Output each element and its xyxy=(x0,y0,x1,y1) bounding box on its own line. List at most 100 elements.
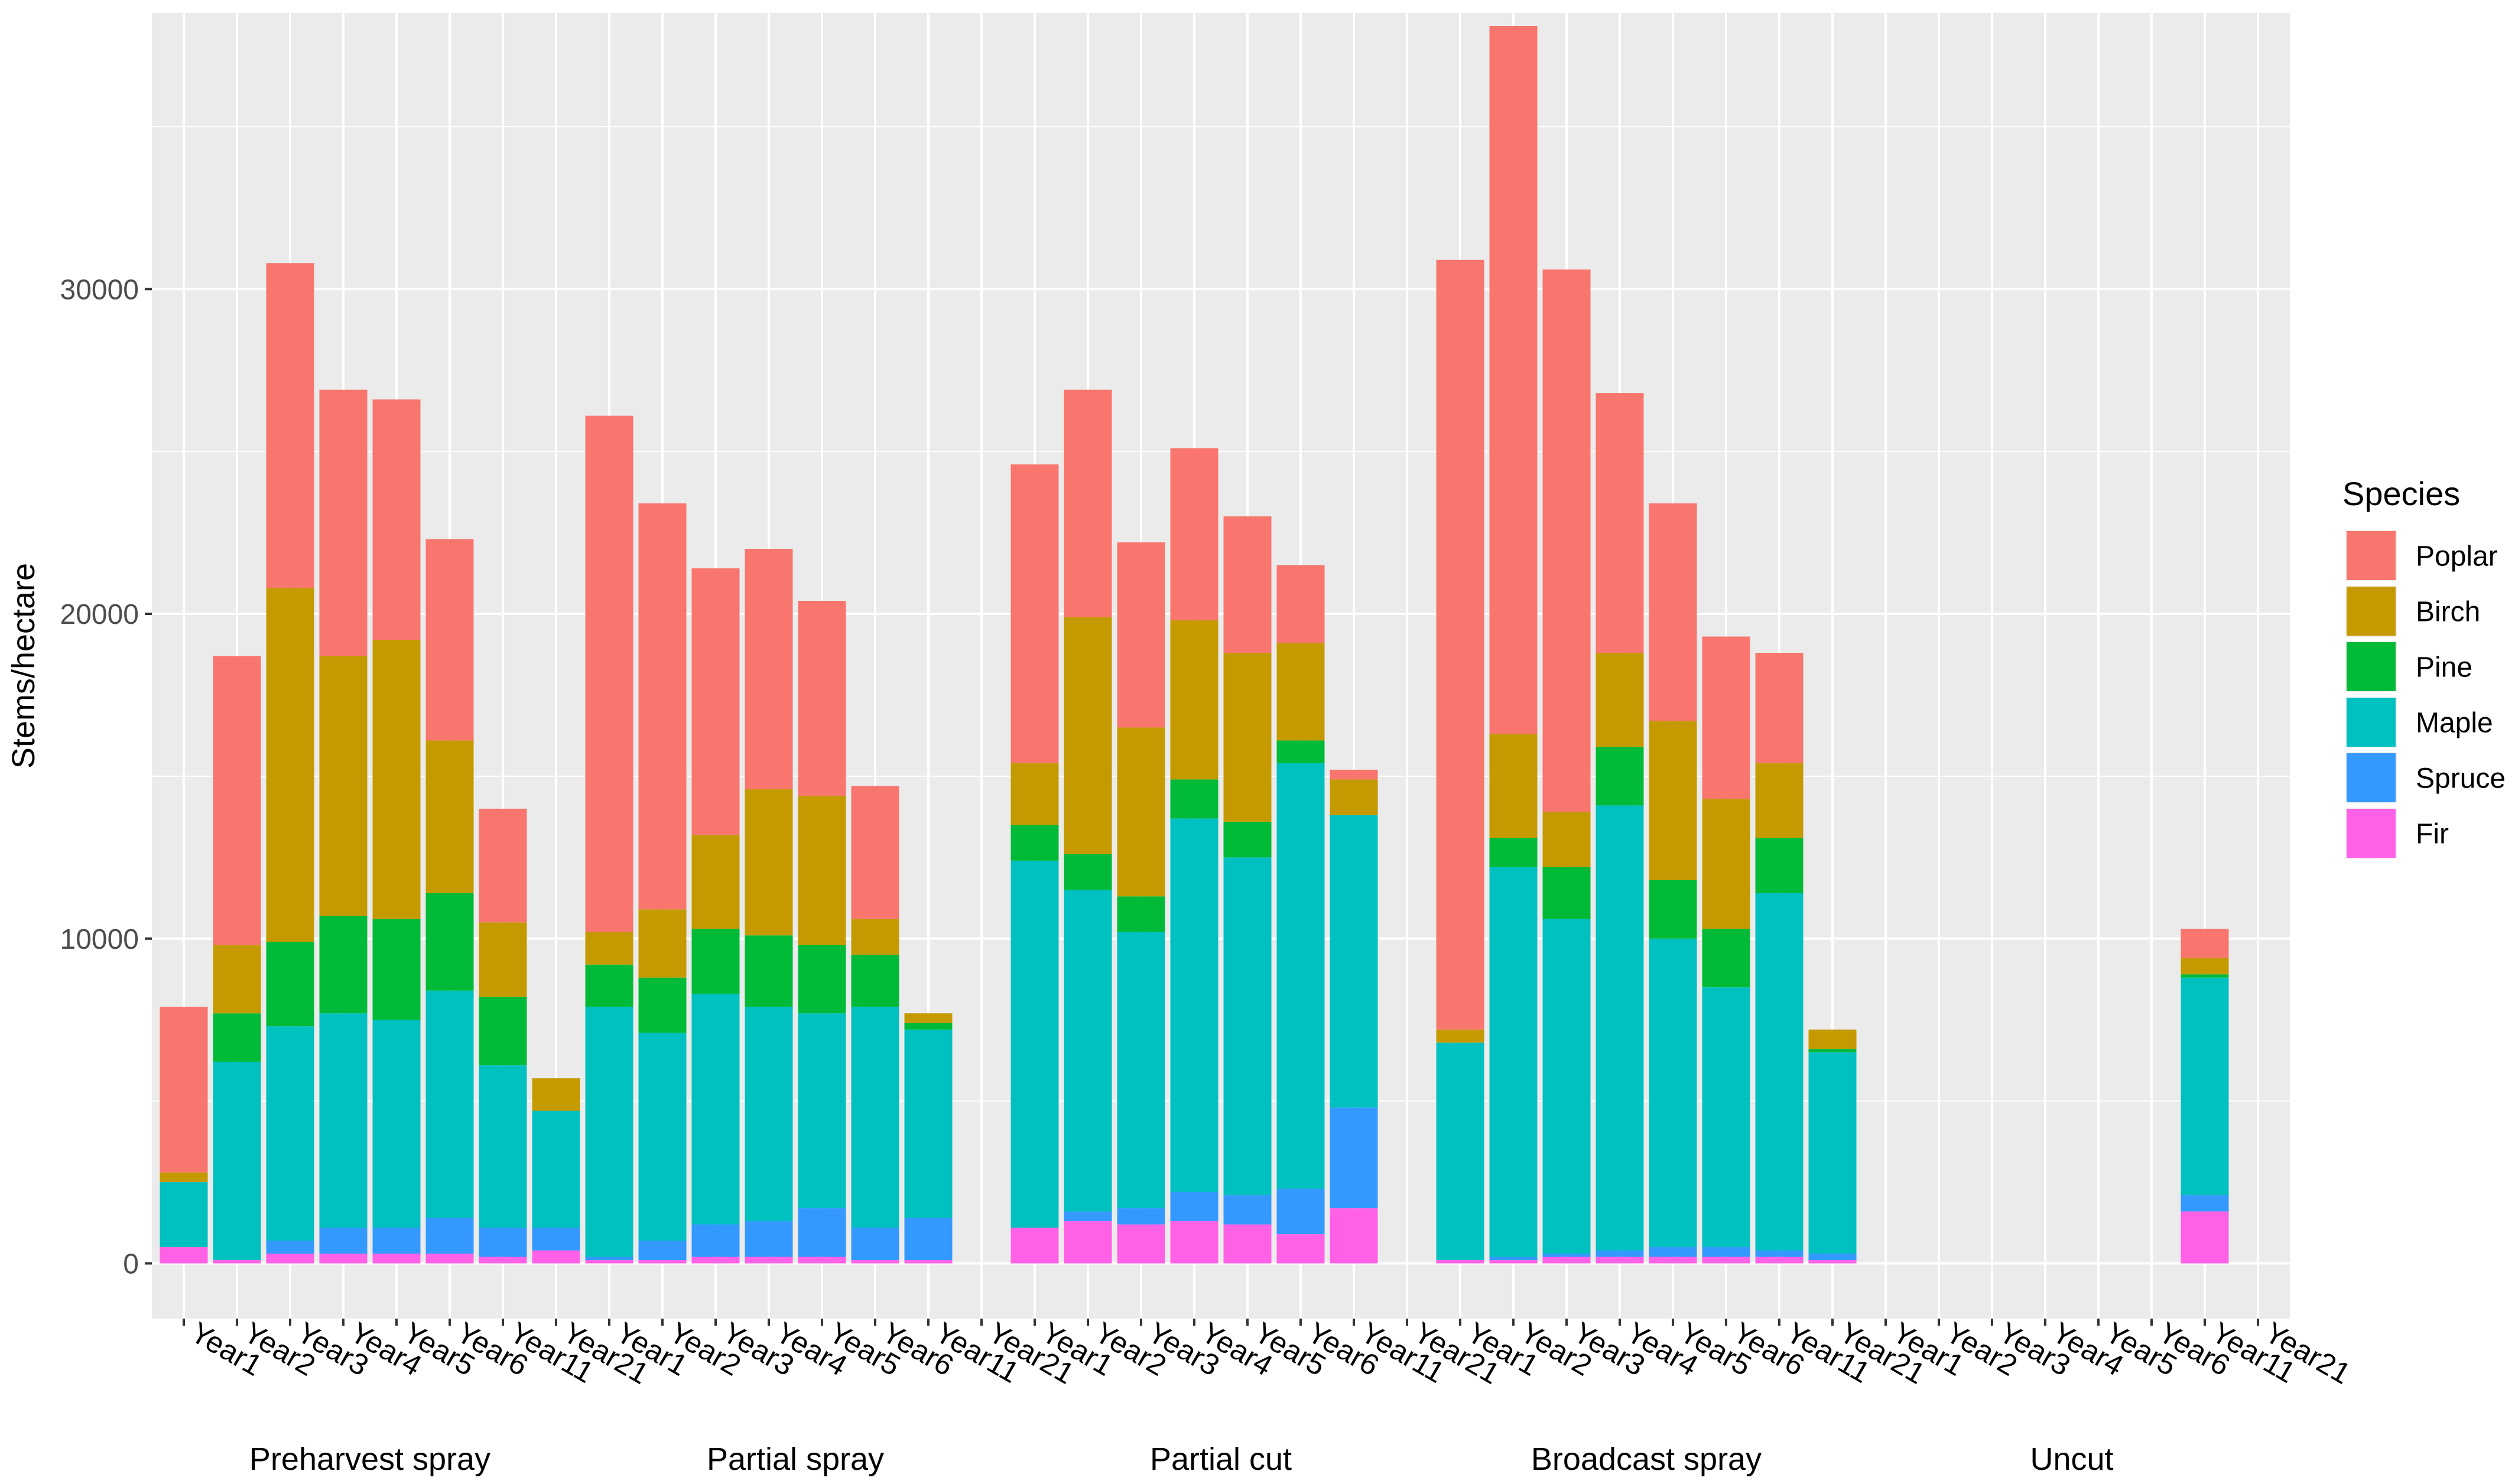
y-tick-label: 0 xyxy=(123,1249,139,1280)
bar-segment-pine xyxy=(904,1023,953,1030)
bar-segment-birch xyxy=(213,945,261,1014)
bar-segment-birch xyxy=(585,932,633,965)
bar-segment-pine xyxy=(1223,821,1272,858)
bar-segment-fir xyxy=(1064,1221,1112,1264)
bar-segment-spruce xyxy=(1489,1257,1538,1261)
bar-segment-spruce xyxy=(1064,1211,1112,1222)
bar-segment-pine xyxy=(691,929,740,994)
bar-segment-poplar xyxy=(851,786,899,919)
bar-segment-maple xyxy=(745,1007,793,1222)
bar-segment-pine xyxy=(1010,825,1059,861)
bar-segment-birch xyxy=(479,922,527,997)
bar-series xyxy=(160,25,2229,1264)
bar-segment-poplar xyxy=(1330,769,1378,780)
bar-segment-poplar xyxy=(266,263,314,588)
bar-segment-birch xyxy=(1010,763,1059,825)
bar-segment-pine xyxy=(1117,896,1165,932)
bar-segment-poplar xyxy=(1542,269,1591,812)
bar-segment-spruce xyxy=(851,1228,899,1261)
bar-segment-pine xyxy=(1649,880,1697,939)
y-tick-label: 10000 xyxy=(60,924,139,955)
bar-segment-spruce xyxy=(691,1224,740,1257)
bar-segment-maple xyxy=(266,1026,314,1241)
bar-segment-spruce xyxy=(904,1218,953,1261)
bar-segment-spruce xyxy=(1755,1250,1804,1257)
bar-segment-spruce xyxy=(585,1257,633,1261)
bar-segment-pine xyxy=(2181,974,2229,978)
bar-segment-maple xyxy=(1170,818,1218,1192)
bar-segment-pine xyxy=(372,919,421,1020)
bar-segment-spruce xyxy=(1808,1254,1857,1261)
bar-segment-maple xyxy=(1276,763,1325,1189)
bar-segment-birch xyxy=(319,656,368,916)
bar-segment-poplar xyxy=(638,503,687,910)
bar-segment-poplar xyxy=(1276,565,1325,643)
bar-segment-birch xyxy=(1064,617,1112,854)
bar-segment-poplar xyxy=(372,399,421,640)
bar-segment-spruce xyxy=(1276,1189,1325,1235)
bar-segment-maple xyxy=(1702,987,1750,1248)
bar-segment-pine xyxy=(1489,838,1538,867)
bar-segment-fir xyxy=(1330,1208,1378,1264)
bar-segment-fir xyxy=(638,1260,687,1264)
bar-segment-maple xyxy=(160,1182,208,1248)
bar-segment-birch xyxy=(1117,727,1165,897)
bar-segment-poplar xyxy=(585,415,633,932)
group-label: Partial cut xyxy=(1150,1441,1292,1477)
bar-segment-spruce xyxy=(266,1241,314,1254)
bar-segment-birch xyxy=(1702,799,1750,929)
legend-key-maple xyxy=(2347,698,2396,747)
bar-segment-birch xyxy=(1330,779,1378,815)
bar-segment-fir xyxy=(1436,1260,1484,1264)
bar-segment-birch xyxy=(532,1078,580,1111)
legend-label: Maple xyxy=(2416,708,2493,739)
bar-segment-spruce xyxy=(1223,1195,1272,1225)
bar-segment-pine xyxy=(1808,1049,1857,1053)
bar-segment-pine xyxy=(266,942,314,1027)
bar-segment-pine xyxy=(1755,838,1804,893)
bar-segment-maple xyxy=(372,1020,421,1228)
bar-segment-fir xyxy=(1542,1257,1591,1264)
bar-segment-birch xyxy=(1755,763,1804,838)
bar-segment-birch xyxy=(2181,958,2229,975)
legend-key-fir xyxy=(2347,809,2396,858)
y-axis-title: Stems/hectare xyxy=(6,563,41,769)
bar-segment-pine xyxy=(1276,740,1325,763)
bar-segment-fir xyxy=(1170,1221,1218,1264)
bar-segment-fir xyxy=(479,1257,527,1264)
bar-segment-maple xyxy=(1808,1052,1857,1254)
bar-segment-spruce xyxy=(1542,1254,1591,1257)
bar-segment-poplar xyxy=(1223,516,1272,653)
bar-segment-maple xyxy=(1649,938,1697,1248)
bar-segment-fir xyxy=(1117,1224,1165,1264)
bar-segment-pine xyxy=(851,955,899,1007)
bar-segment-poplar xyxy=(1489,25,1538,734)
bar-segment-birch xyxy=(372,640,421,919)
bar-segment-maple xyxy=(1596,805,1644,1251)
bar-segment-maple xyxy=(213,1062,261,1261)
bar-segment-fir xyxy=(1755,1257,1804,1264)
bar-segment-birch xyxy=(1808,1029,1857,1049)
bar-segment-maple xyxy=(1330,815,1378,1108)
bar-segment-spruce xyxy=(638,1241,687,1261)
bar-segment-birch xyxy=(904,1013,953,1023)
legend-label: Spruce xyxy=(2416,763,2506,795)
bar-segment-maple xyxy=(1436,1042,1484,1261)
bar-segment-maple xyxy=(425,990,474,1218)
bar-segment-fir xyxy=(532,1250,580,1264)
bar-segment-pine xyxy=(425,893,474,991)
bar-segment-maple xyxy=(1064,890,1112,1212)
bar-segment-pine xyxy=(745,935,793,1007)
bar-segment-birch xyxy=(1489,734,1538,838)
bar-segment-spruce xyxy=(479,1228,527,1257)
bar-segment-birch xyxy=(1436,1029,1484,1043)
bar-segment-fir xyxy=(1596,1257,1644,1264)
group-labels: Preharvest spray Partial spray Partial cut… xyxy=(249,1441,2114,1477)
x-axis: Year1Year2Year3Year4Year5Year6Year11Year… xyxy=(183,1316,2356,1391)
bar-segment-spruce xyxy=(532,1228,580,1251)
group-label: Uncut xyxy=(2030,1441,2113,1477)
bar-segment-spruce xyxy=(798,1208,846,1257)
bar-segment-fir xyxy=(266,1254,314,1264)
